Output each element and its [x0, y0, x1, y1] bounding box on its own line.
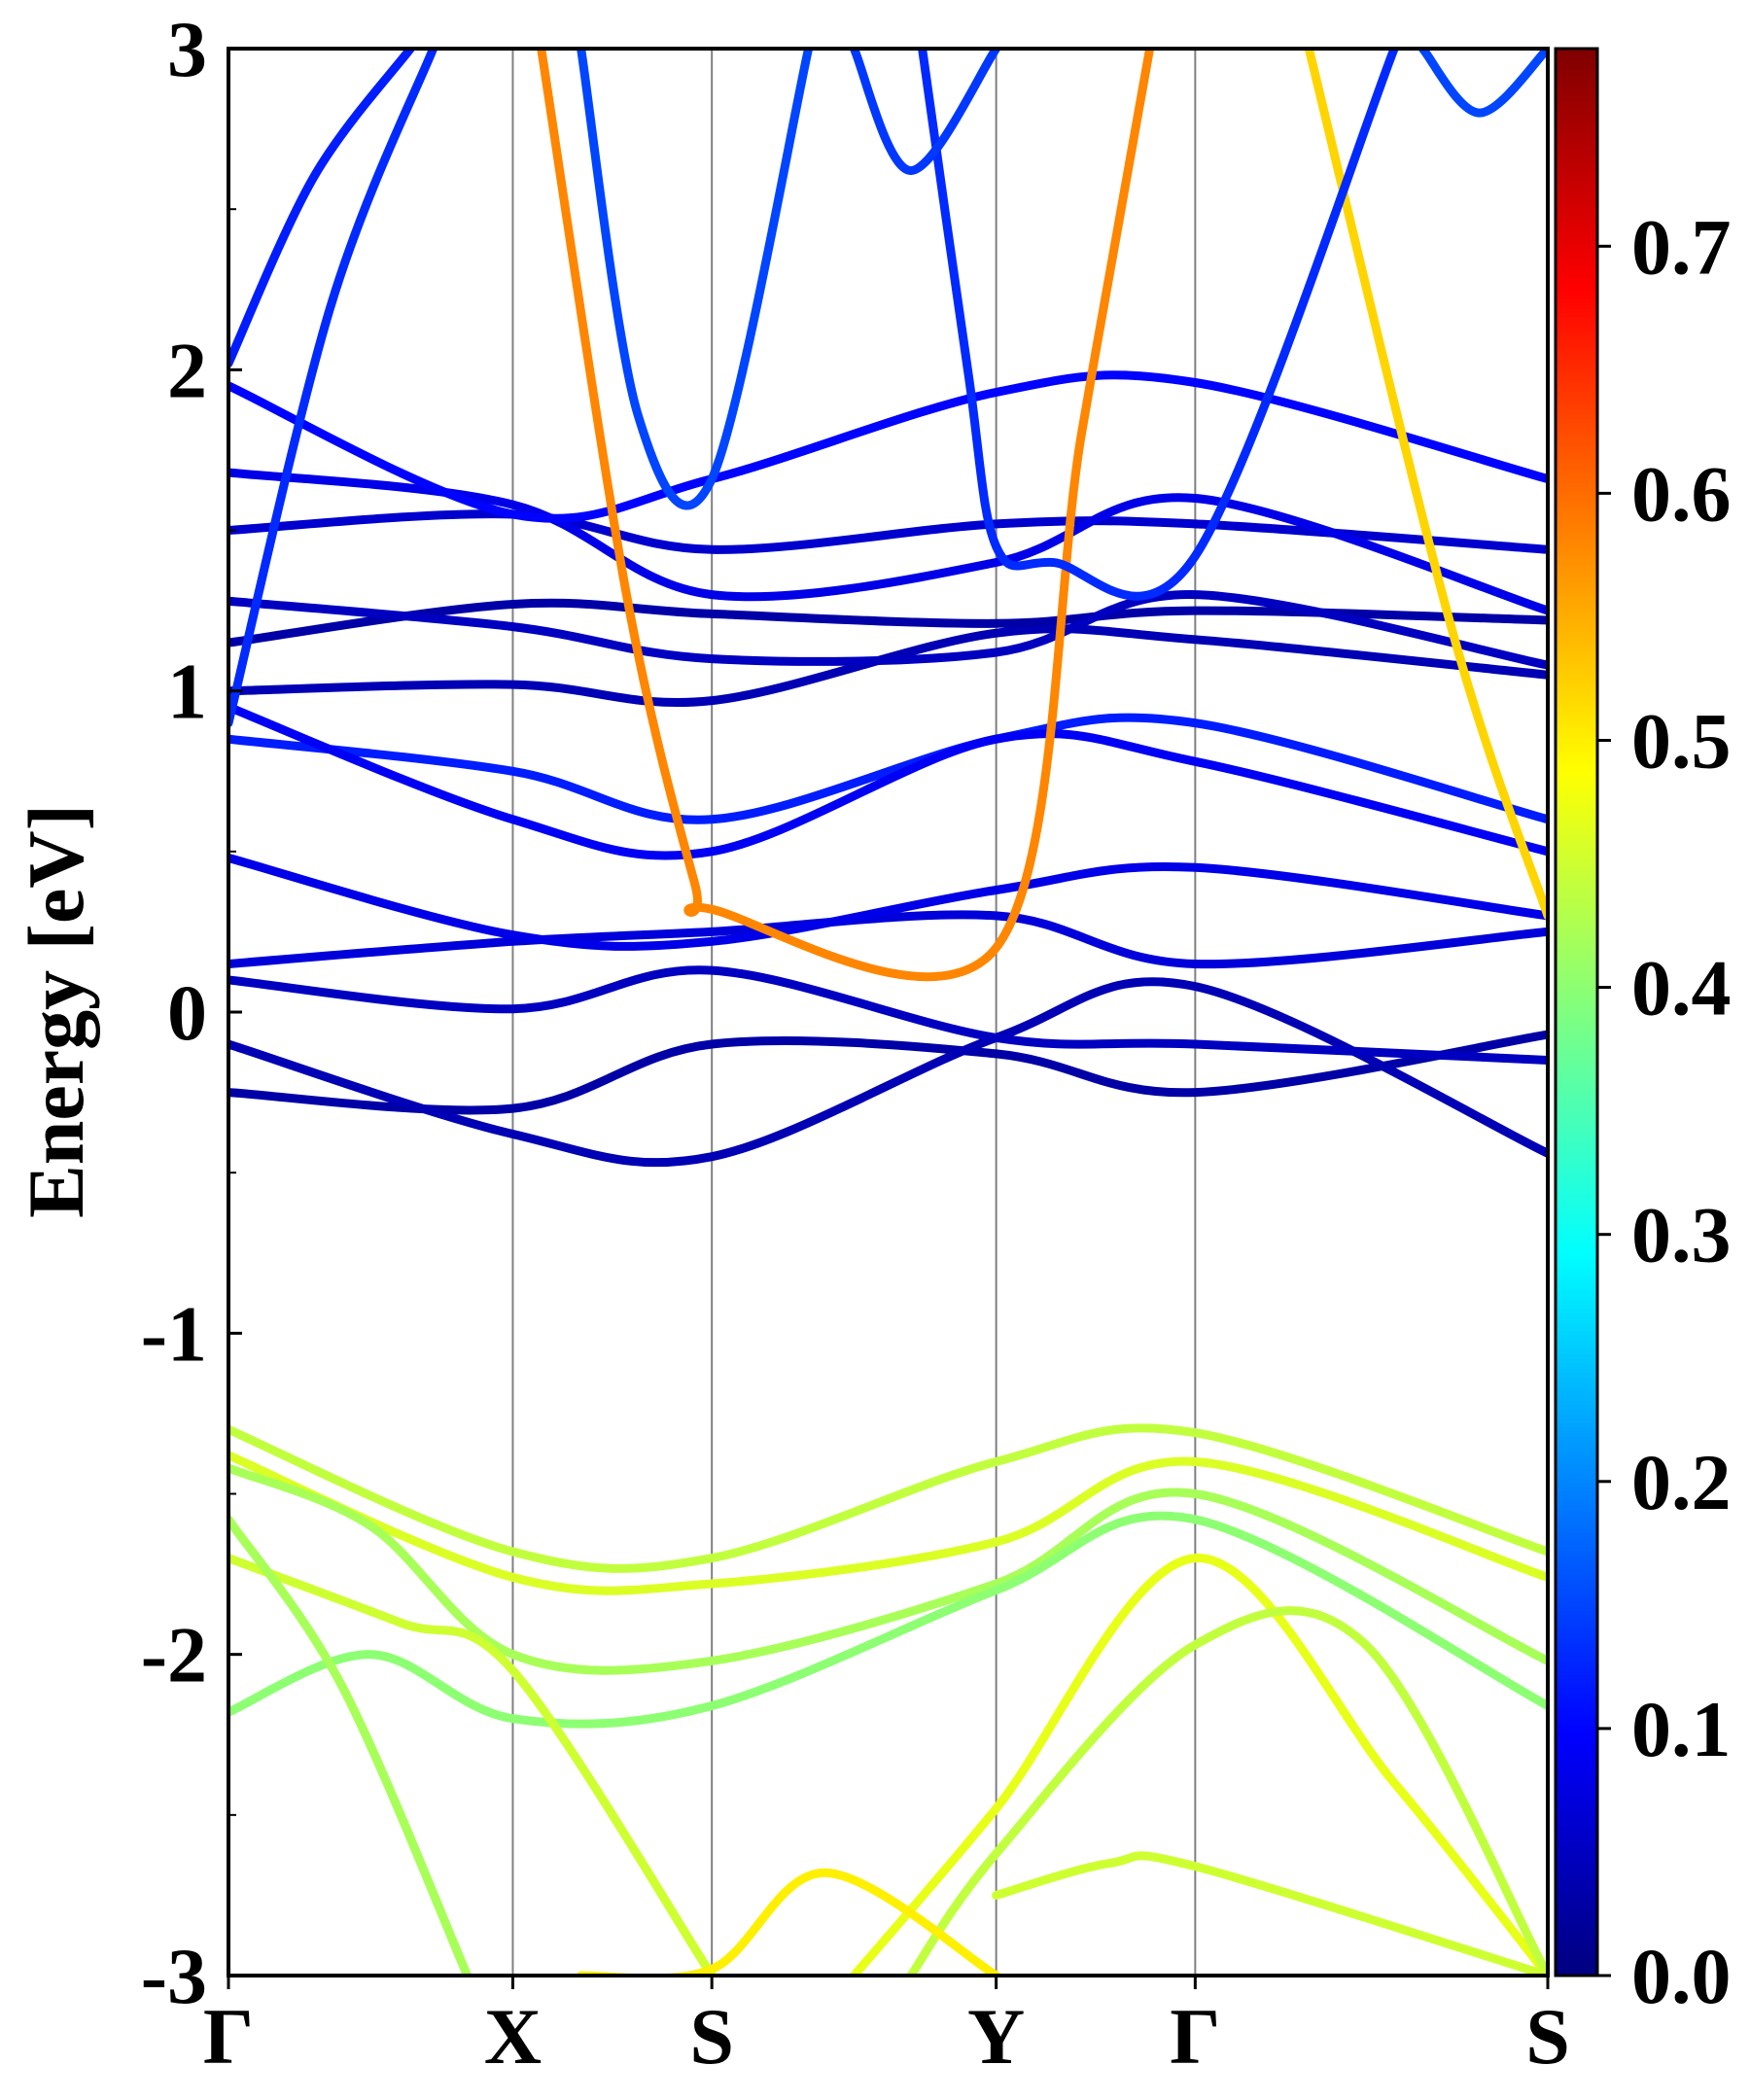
colorbar-ticks: 0.0 0.1 0.2 0.3 0.4 0.5 0.6 0.7 — [1597, 202, 1732, 2020]
colorbar-tick-label: 0.6 — [1631, 449, 1732, 538]
y-tick-label: 3 — [167, 5, 207, 93]
band-line — [228, 1451, 1548, 1595]
band-line — [228, 965, 1548, 1065]
band-line — [228, 598, 1548, 648]
y-axis-label: Energy [eV] — [12, 804, 100, 1218]
band-line — [228, 713, 1548, 824]
plot-area: -3 -2 -1 0 1 2 3 Γ X S Y Γ S — [141, 5, 1570, 2081]
colorbar-tick-label: 0.1 — [1631, 1685, 1732, 1773]
y-tick-label: 2 — [167, 326, 207, 414]
y-tick-label: -3 — [141, 1932, 207, 2020]
colorbar-gradient — [1554, 47, 1599, 1978]
band-line — [228, 853, 1548, 951]
band-line — [1418, 49, 1548, 118]
band-line — [228, 590, 1548, 670]
kpoint-label: Γ — [203, 1992, 254, 2081]
colorbar-tick-label: 0.7 — [1631, 202, 1732, 291]
colorbar-tick-label: 0.0 — [1631, 1932, 1732, 2020]
band-line — [228, 1515, 472, 1976]
band-line — [1304, 49, 1548, 921]
kpoint-label: S — [1525, 1992, 1570, 2081]
band-line — [992, 1851, 1548, 1976]
colorbar-tick-label: 0.4 — [1631, 944, 1732, 1032]
band-line — [228, 509, 1548, 554]
band-line — [849, 49, 1001, 175]
band-line — [228, 910, 1548, 969]
colorbar-tick-label: 0.2 — [1631, 1438, 1732, 1526]
band-line — [228, 1511, 1548, 1729]
band-line — [228, 1554, 717, 1976]
band-line — [228, 1423, 1548, 1573]
colorbar-tick-label: 0.3 — [1631, 1191, 1732, 1279]
y-axis-ticks: -3 -2 -1 0 1 2 3 — [141, 5, 242, 2020]
y-tick-label: 0 — [167, 968, 207, 1057]
band-lines — [228, 49, 1548, 1976]
band-line — [228, 1463, 1548, 1675]
y-tick-label: -2 — [141, 1611, 207, 1699]
band-line — [537, 49, 1155, 982]
band-line — [849, 1554, 1548, 1976]
kpoint-label: Γ — [1170, 1992, 1220, 2081]
band-line — [918, 49, 1399, 601]
band-line — [228, 702, 1548, 860]
band-line — [228, 977, 1548, 1168]
band-line — [228, 49, 438, 728]
band-line — [228, 49, 415, 368]
band-line — [906, 1606, 1548, 1976]
colorbar: 0.0 0.1 0.2 0.3 0.4 0.5 0.6 0.7 — [1554, 47, 1732, 2020]
kpoint-label: Y — [967, 1992, 1025, 2081]
band-line — [228, 468, 1548, 615]
kpoint-label: S — [689, 1992, 734, 2081]
band-line — [577, 1868, 1001, 1976]
y-tick-label: 1 — [167, 648, 207, 736]
y-tick-label: -1 — [141, 1289, 207, 1378]
band-line — [577, 49, 814, 510]
band-line — [228, 370, 1548, 523]
colorbar-tick-label: 0.5 — [1631, 696, 1732, 785]
kpoint-label: X — [484, 1992, 542, 2081]
band-line — [228, 1030, 1548, 1115]
